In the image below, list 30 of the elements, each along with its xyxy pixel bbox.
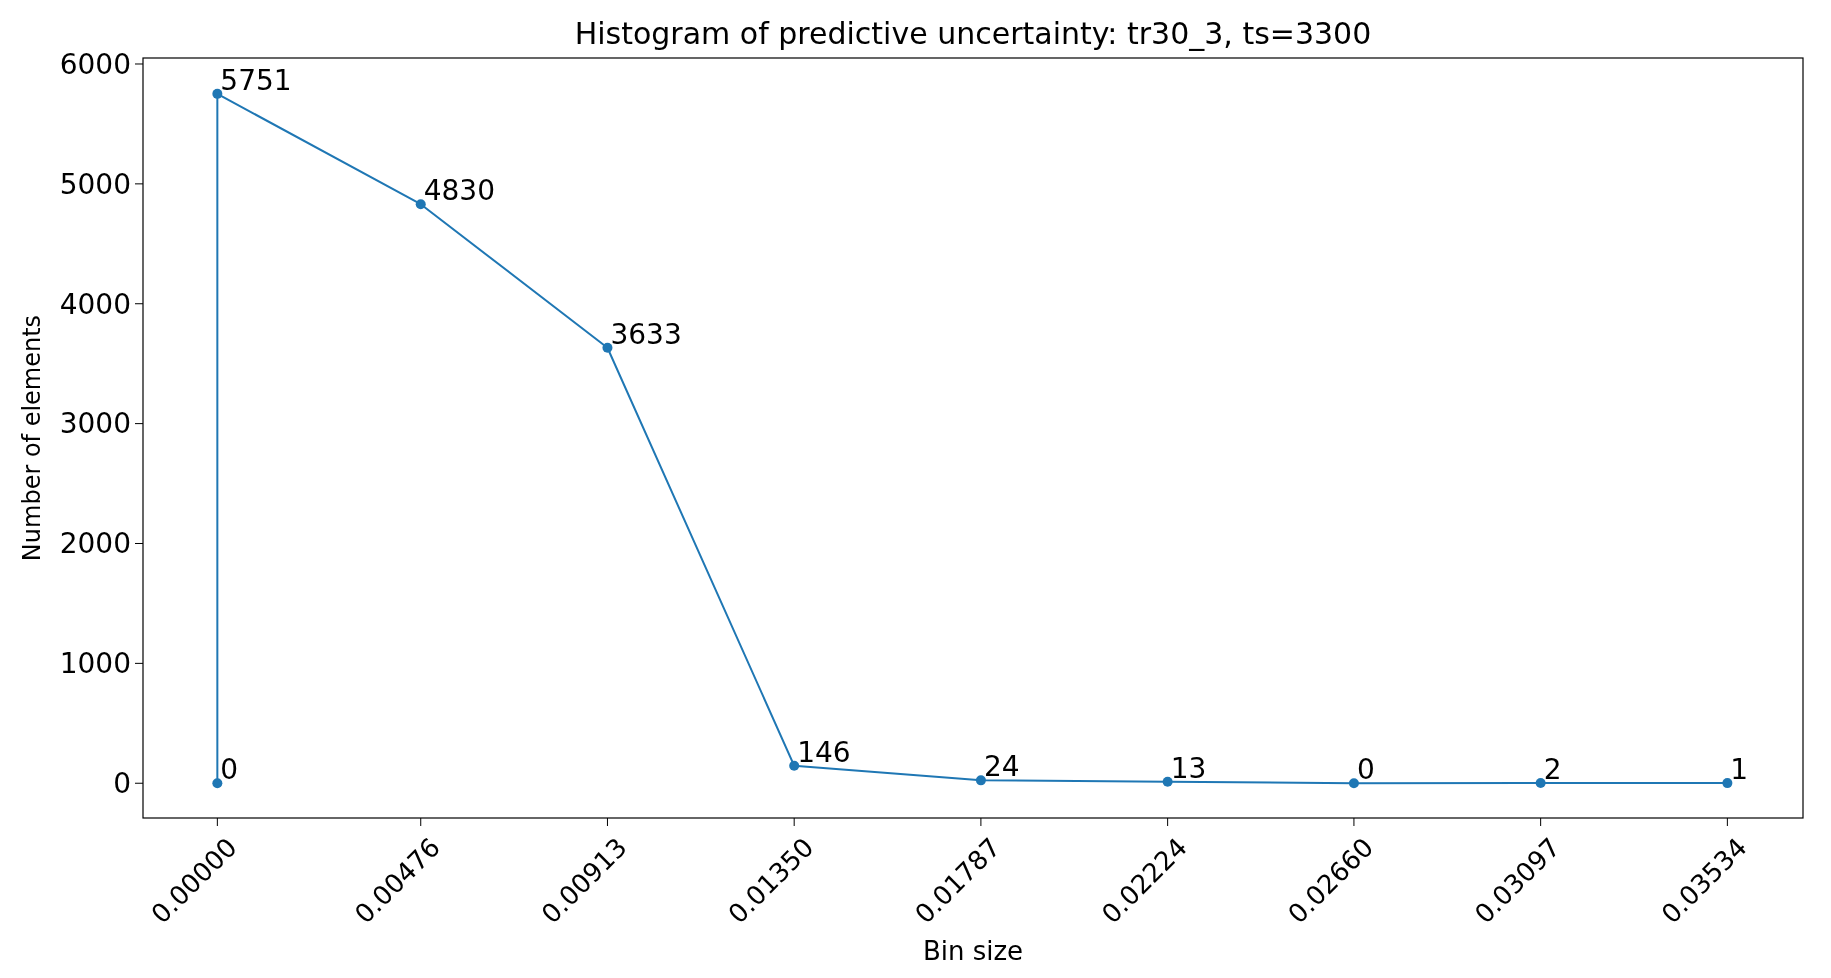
point <box>1348 778 1359 789</box>
data-label: 5751 <box>220 63 292 97</box>
data-label: 3633 <box>610 317 682 351</box>
y-tick-label: 0 <box>113 767 131 801</box>
y-tick-label: 6000 <box>59 47 131 81</box>
data-label: 0 <box>1356 753 1375 787</box>
chart-title: Histogram of predictive uncertainty: tr30_3, ts=3300 <box>574 16 1372 51</box>
data-label: 2 <box>1543 753 1562 786</box>
data-label: 146 <box>797 735 851 769</box>
y-axis-title: Number of elements <box>18 314 46 562</box>
x-axis-title: Bin size <box>922 936 1024 966</box>
data-label: 4830 <box>423 174 495 208</box>
point <box>602 342 613 353</box>
data-label: 24 <box>983 750 1020 784</box>
point <box>415 199 426 210</box>
point <box>1535 778 1546 788</box>
point <box>1162 776 1173 787</box>
point <box>975 775 986 786</box>
y-tick-label: 1000 <box>59 647 131 681</box>
y-tick-label: 4000 <box>59 287 131 321</box>
data-label: 13 <box>1170 751 1207 785</box>
y-tick-label: 5000 <box>59 167 131 201</box>
y-tick-label: 3000 <box>59 407 131 441</box>
data-label: 0 <box>220 753 239 787</box>
point <box>1722 778 1733 789</box>
y-tick-label: 2000 <box>59 527 131 561</box>
point <box>212 88 223 99</box>
point <box>212 778 223 789</box>
data-label: 1 <box>1730 753 1749 787</box>
point <box>789 760 800 771</box>
